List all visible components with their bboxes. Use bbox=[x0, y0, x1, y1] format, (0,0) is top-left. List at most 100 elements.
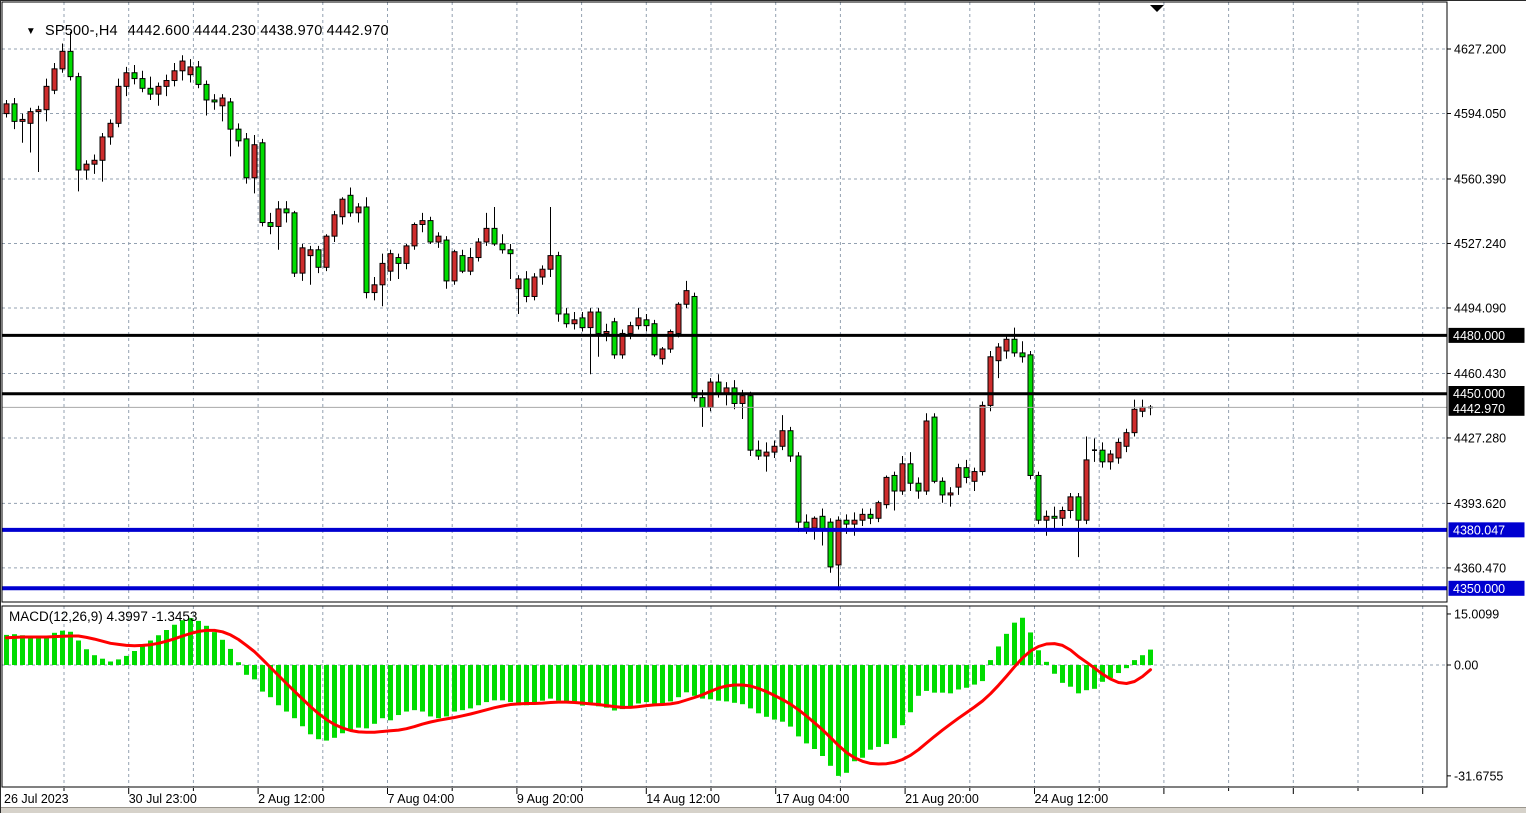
macd-histogram-bar bbox=[636, 665, 641, 704]
bear-candle bbox=[867, 513, 874, 519]
bear-candle bbox=[491, 227, 498, 245]
macd-histogram-bar bbox=[372, 665, 377, 724]
macd-histogram-bar bbox=[132, 651, 137, 665]
bear-candle bbox=[459, 255, 466, 272]
bull-candle bbox=[35, 109, 42, 113]
time-axis[interactable]: 26 Jul 2023 30 Jul 23:00 2 Aug 12:00 7 Aug … bbox=[4, 788, 1424, 806]
bull-candle bbox=[1107, 453, 1114, 463]
shift-marker[interactable] bbox=[1150, 5, 1164, 12]
bear-candle bbox=[523, 278, 530, 297]
macd-histogram-bar bbox=[1124, 665, 1129, 669]
macd-histogram-bar bbox=[332, 665, 337, 738]
bull-candle bbox=[971, 471, 978, 482]
bull-candle bbox=[171, 70, 178, 82]
bull-candle bbox=[979, 404, 986, 473]
price-axis[interactable]: 4627.200 4594.050 4560.390 4527.240 4494.090… bbox=[1447, 43, 1525, 784]
price-levels[interactable] bbox=[2, 333, 1447, 591]
bear-candle bbox=[579, 317, 586, 329]
macd-histogram-bar bbox=[108, 661, 113, 665]
bear-candle bbox=[291, 212, 298, 274]
bear-candle bbox=[203, 83, 210, 101]
macd-histogram-bar bbox=[364, 665, 369, 729]
macd-histogram-bar bbox=[692, 665, 697, 696]
macd-histogram-bar bbox=[596, 665, 601, 707]
price-badge-label: 4442.970 bbox=[1453, 402, 1505, 416]
macd-histogram-bar bbox=[1092, 665, 1097, 689]
bull-candle bbox=[299, 247, 306, 274]
macd-histogram-bar bbox=[20, 635, 25, 665]
price-tick-label: 4393.620 bbox=[1454, 497, 1506, 511]
macd-histogram-bar bbox=[1116, 665, 1121, 674]
symbol-dropdown-icon[interactable]: ▼ bbox=[25, 26, 37, 37]
bear-candle bbox=[1051, 515, 1058, 519]
bull-candle bbox=[19, 118, 26, 122]
macd-histogram-bar bbox=[716, 665, 721, 701]
time-axis-label: 2 Aug 12:00 bbox=[258, 792, 325, 806]
price-badge bbox=[1448, 522, 1525, 538]
bear-candle bbox=[243, 138, 250, 179]
macd-histogram-bar bbox=[444, 665, 449, 717]
macd-histogram-bar bbox=[612, 665, 617, 711]
price-badge-label: 4450.000 bbox=[1453, 387, 1505, 401]
bull-candle bbox=[323, 235, 330, 268]
macd-histogram-bar bbox=[788, 665, 793, 727]
macd-histogram-bar bbox=[508, 665, 513, 703]
macd-signal-line bbox=[5, 628, 1152, 766]
bull-candle bbox=[995, 346, 1002, 362]
macd-plot bbox=[4, 617, 1153, 776]
bull-candle bbox=[515, 278, 522, 290]
macd-histogram-bar bbox=[348, 665, 353, 730]
bear-candle bbox=[563, 313, 570, 325]
bear-candle bbox=[1019, 352, 1026, 358]
macd-histogram-bar bbox=[236, 662, 241, 665]
bull-candle bbox=[899, 463, 906, 492]
bull-candle bbox=[51, 68, 58, 91]
bull-candle bbox=[467, 257, 474, 272]
macd-histogram-bar bbox=[1028, 632, 1033, 665]
bear-candle bbox=[1035, 474, 1042, 521]
chart-shift-icon[interactable] bbox=[1150, 5, 1164, 12]
bull-candle bbox=[163, 80, 170, 87]
macd-histogram-bar bbox=[628, 665, 633, 707]
bear-candle bbox=[499, 243, 506, 251]
bull-candle bbox=[851, 519, 858, 525]
bear-candle bbox=[443, 239, 450, 282]
macd-histogram-bar bbox=[500, 665, 505, 701]
time-axis-label: 9 Aug 20:00 bbox=[517, 792, 584, 806]
bear-candle bbox=[283, 208, 290, 214]
macd-histogram-bar bbox=[836, 665, 841, 776]
macd-histogram-bar bbox=[868, 665, 873, 750]
macd-histogram-bar bbox=[772, 665, 777, 720]
bear-candle bbox=[715, 381, 722, 395]
bull-candle bbox=[547, 255, 554, 270]
bull-candle bbox=[531, 276, 538, 297]
macd-histogram-bar bbox=[92, 655, 97, 665]
bull-candle bbox=[307, 249, 314, 257]
bull-candle bbox=[947, 492, 954, 496]
bull-candle bbox=[771, 445, 778, 453]
macd-histogram-bar bbox=[548, 665, 553, 699]
macd-histogram-bar bbox=[588, 665, 593, 705]
bull-candle bbox=[987, 356, 994, 406]
macd-histogram-bar bbox=[1084, 665, 1089, 691]
macd-histogram-bar bbox=[124, 655, 129, 665]
bull-candle bbox=[59, 50, 66, 70]
macd-histogram-bar bbox=[908, 665, 913, 713]
bear-candle bbox=[963, 467, 970, 478]
bull-candle bbox=[859, 513, 866, 521]
macd-indicator-label: MACD(12,26,9) 4.3997 -1.3453 bbox=[9, 609, 198, 624]
macd-histogram-bar bbox=[172, 624, 177, 665]
bear-candle bbox=[347, 194, 354, 214]
bull-candle bbox=[1139, 406, 1146, 412]
bull-candle bbox=[339, 198, 346, 218]
macd-histogram-bar bbox=[492, 665, 497, 701]
bull-candle bbox=[411, 223, 418, 247]
macd-histogram-bar bbox=[532, 665, 537, 704]
macd-histogram-bar bbox=[164, 630, 169, 665]
bear-candle bbox=[227, 101, 234, 130]
bull-candle bbox=[483, 227, 490, 243]
bear-candle bbox=[915, 482, 922, 492]
macd-histogram-bar bbox=[316, 665, 321, 740]
bull-candle bbox=[371, 284, 378, 294]
